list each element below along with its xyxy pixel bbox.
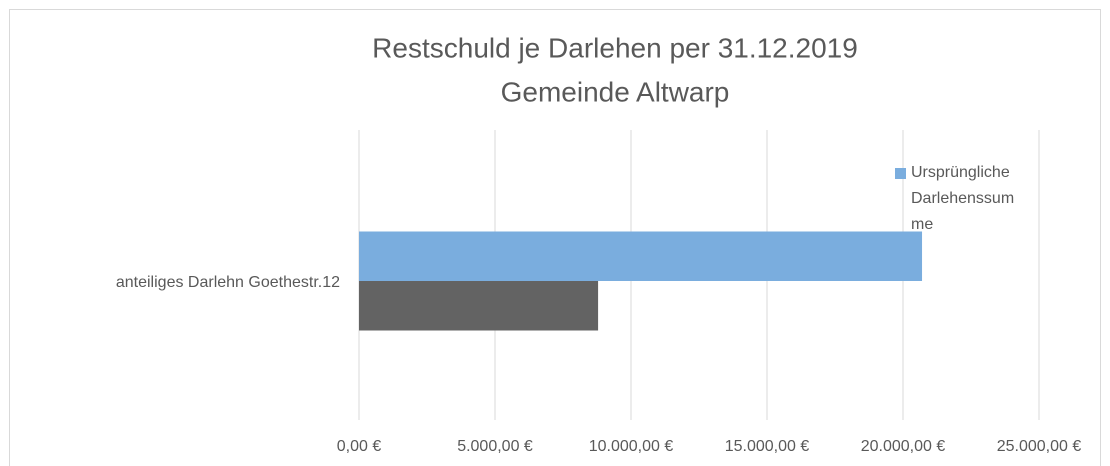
x-tick-label: 5.000,00 € <box>457 438 533 455</box>
bar <box>359 281 599 331</box>
legend-swatch <box>895 168 906 179</box>
y-tick-label: anteiliges Darlehn Goethestr.12 <box>116 274 340 291</box>
chart-border <box>9 9 1101 466</box>
x-tick-label: 20.000,00 € <box>861 438 946 455</box>
bar <box>359 231 923 281</box>
x-tick-label: 0,00 € <box>337 438 382 455</box>
x-tick-label: 15.000,00 € <box>725 438 810 455</box>
chart-title: Restschuld je Darlehen per 31.12.2019 <box>372 32 858 63</box>
chart-subtitle: Gemeinde Altwarp <box>501 76 730 107</box>
legend-label: Ursprüngliche Darlehenssumme <box>911 164 1015 233</box>
x-tick-label: 10.000,00 € <box>589 438 674 455</box>
x-tick-label: 25.000,00 € <box>997 438 1082 455</box>
